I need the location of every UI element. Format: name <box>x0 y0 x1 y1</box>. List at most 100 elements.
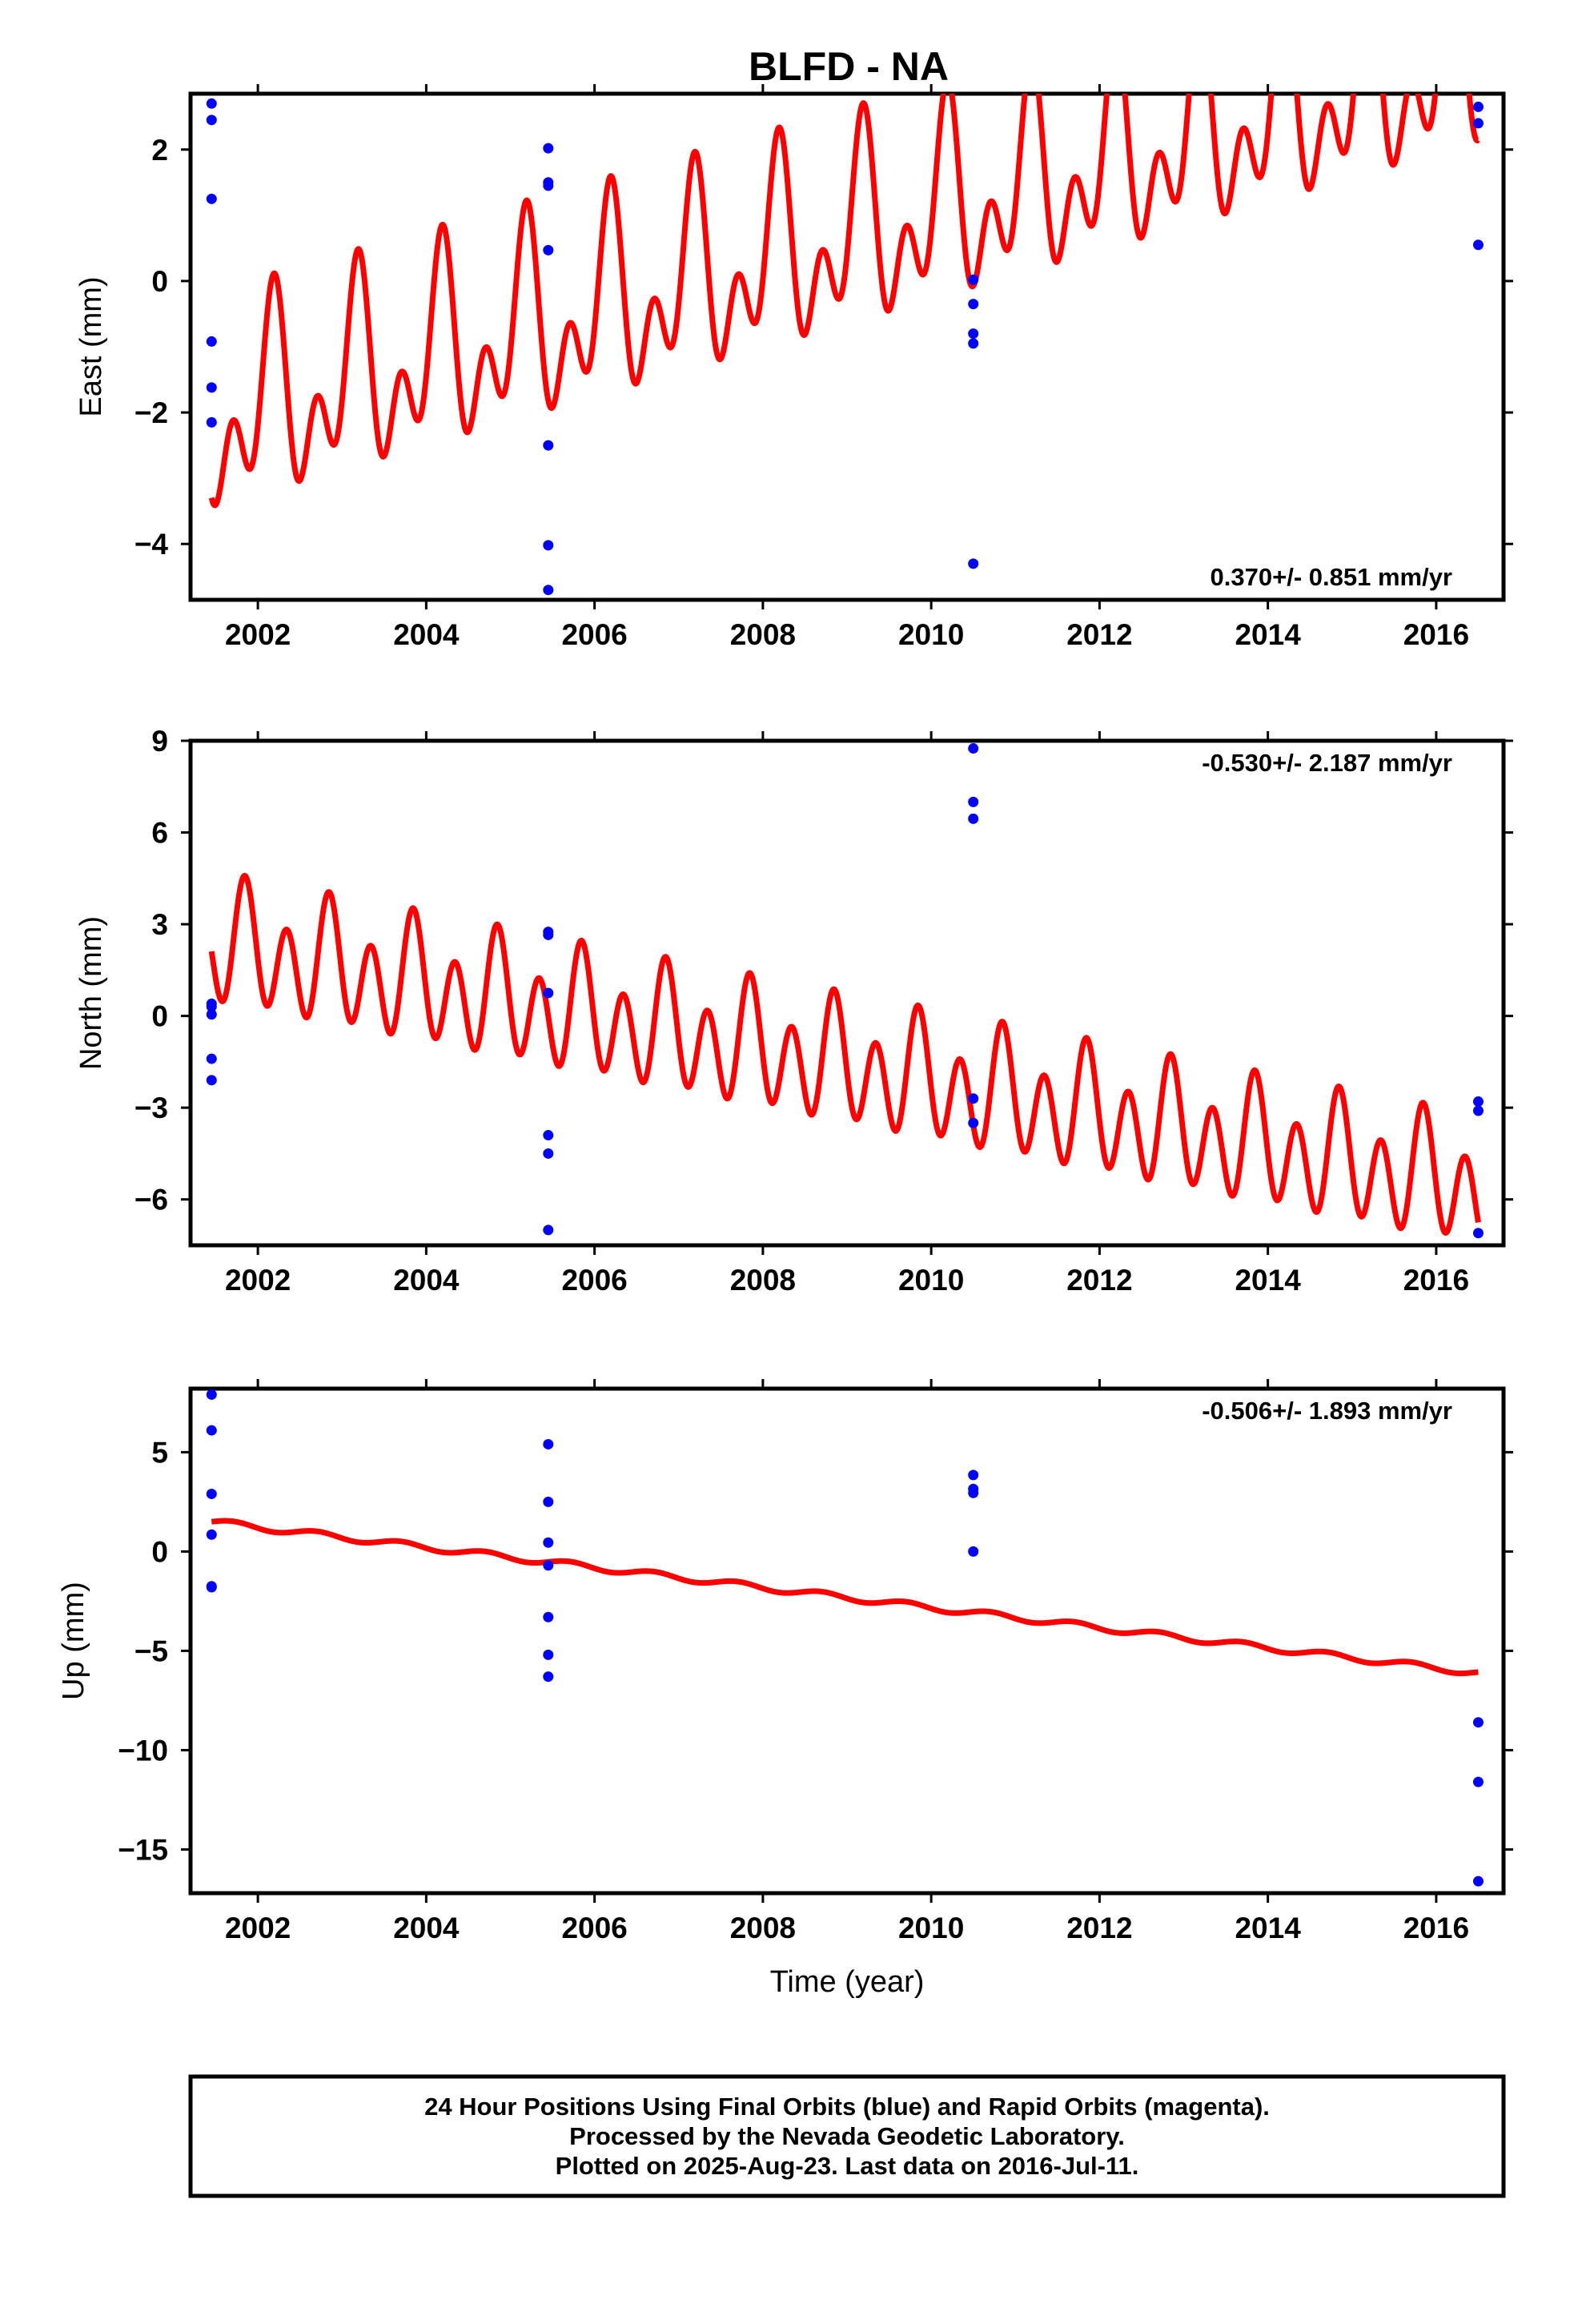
data-point <box>968 274 979 285</box>
data-point <box>543 1148 554 1159</box>
data-point <box>1472 118 1484 129</box>
data-point <box>206 1053 217 1064</box>
y-axis-label: Up (mm) <box>57 1582 90 1700</box>
x-tick-label: 2006 <box>561 618 627 651</box>
y-tick-label: −5 <box>135 1634 168 1667</box>
velocity-annotation: 0.370+/- 0.851 mm/yr <box>1211 563 1452 591</box>
x-tick-label: 2014 <box>1235 1912 1301 1944</box>
x-tick-label: 2012 <box>1066 1912 1132 1944</box>
data-point <box>206 115 217 126</box>
data-point <box>1472 239 1484 251</box>
footer-line: Plotted on 2025-Aug-23. Last data on 201… <box>556 2152 1139 2180</box>
data-point <box>543 1560 554 1571</box>
footer-frame <box>188 2074 1506 2198</box>
x-tick-label: 2016 <box>1403 1912 1469 1944</box>
data-point <box>543 244 554 255</box>
data-point <box>206 1009 217 1020</box>
data-point <box>1472 1228 1484 1239</box>
data-point <box>968 743 979 754</box>
data-point <box>968 299 979 310</box>
y-tick-label: 0 <box>151 1000 168 1033</box>
data-point <box>543 180 554 191</box>
data-point <box>1472 1096 1484 1108</box>
footer-line: 24 Hour Positions Using Final Orbits (bl… <box>424 2093 1270 2121</box>
panel-east: 2002 2004 2006 2008 2010 2012 2014 2016 −4 −2 0 2 Ea… <box>74 84 1513 651</box>
y-tick-label: −10 <box>118 1734 168 1767</box>
x-tick-label: 2010 <box>898 618 964 651</box>
data-point <box>206 1075 217 1086</box>
model-fit-curve <box>208 872 1481 1236</box>
velocity-annotation: -0.530+/- 2.187 mm/yr <box>1202 749 1452 777</box>
y-axis-label: North (mm) <box>74 916 108 1070</box>
data-point <box>206 1529 217 1540</box>
x-axis-label: Time (year) <box>770 1965 925 1999</box>
y-tick-label: −3 <box>135 1092 168 1124</box>
data-point <box>968 1487 979 1498</box>
model-fit-curve <box>209 1518 1481 1677</box>
panel-north: 2002 2004 2006 2008 2010 2012 2014 2016 −6 −3 0 3 6 9… <box>74 725 1513 1297</box>
x-tick-label: 2010 <box>898 1264 964 1297</box>
y-tick-label: 6 <box>151 817 168 850</box>
footer-line: Processed by the Nevada Geodetic Laborat… <box>569 2122 1125 2150</box>
data-point <box>968 813 979 824</box>
x-tick-label: 2008 <box>730 1912 796 1944</box>
x-tick-label: 2014 <box>1235 1264 1301 1297</box>
data-point <box>206 1582 217 1593</box>
data-point <box>968 338 979 349</box>
model-fit-curve <box>208 94 1481 509</box>
footer-box: 24 Hour Positions Using Final Orbits (bl… <box>188 2074 1506 2198</box>
data-point <box>543 440 554 451</box>
x-tick-label: 2016 <box>1403 1264 1469 1297</box>
data-point <box>1472 1876 1484 1887</box>
data-point <box>206 336 217 347</box>
x-tick-label: 2004 <box>393 1912 460 1944</box>
y-tick-label: 9 <box>151 725 168 758</box>
chart-title: BLFD - NA <box>749 44 949 89</box>
data-point <box>543 1496 554 1507</box>
y-tick-label: 0 <box>151 265 168 298</box>
y-tick-label: 0 <box>151 1535 168 1568</box>
data-point <box>1472 101 1484 112</box>
y-tick-label: −15 <box>118 1833 168 1866</box>
x-tick-label: 2012 <box>1066 618 1132 651</box>
data-point <box>543 1649 554 1660</box>
x-tick-label: 2002 <box>225 1264 291 1297</box>
x-tick-label: 2002 <box>225 618 291 651</box>
data-point <box>206 1001 217 1012</box>
data-point <box>206 1389 217 1400</box>
y-tick-label: 2 <box>151 134 168 167</box>
data-point <box>543 143 554 154</box>
data-point <box>968 558 979 569</box>
data-point <box>206 98 217 109</box>
x-tick-label: 2014 <box>1235 618 1301 651</box>
panels-layer: 2002 2004 2006 2008 2010 2012 2014 2016 −4 −2 0 2 Ea… <box>57 84 1513 1999</box>
y-tick-label: −2 <box>135 396 168 429</box>
x-tick-label: 2006 <box>561 1912 627 1944</box>
data-point <box>968 1546 979 1557</box>
data-point <box>543 540 554 551</box>
x-tick-label: 2006 <box>561 1264 627 1297</box>
data-point <box>1472 1776 1484 1787</box>
data-point <box>543 1537 554 1548</box>
panel-frame <box>188 738 1506 1248</box>
y-tick-label: 5 <box>151 1436 168 1469</box>
data-point <box>968 1117 979 1128</box>
data-point <box>206 1425 217 1436</box>
x-tick-label: 2008 <box>730 618 796 651</box>
x-tick-label: 2002 <box>225 1912 291 1944</box>
x-tick-label: 2004 <box>393 618 460 651</box>
data-point <box>543 1130 554 1141</box>
x-tick-label: 2008 <box>730 1264 796 1297</box>
velocity-annotation: -0.506+/- 1.893 mm/yr <box>1202 1397 1452 1425</box>
data-point <box>206 193 217 204</box>
data-point <box>543 1671 554 1683</box>
panel-frame <box>188 91 1506 602</box>
data-point <box>206 416 217 428</box>
data-point <box>543 1438 554 1449</box>
y-tick-label: −6 <box>135 1184 168 1216</box>
data-point <box>1472 1105 1484 1116</box>
panel-frame <box>188 1386 1506 1896</box>
x-tick-label: 2012 <box>1066 1264 1132 1297</box>
data-point <box>968 1093 979 1104</box>
